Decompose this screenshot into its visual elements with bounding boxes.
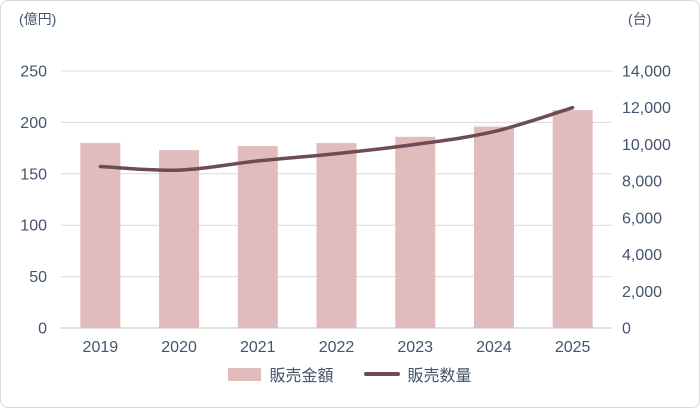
left-axis-tick-label: 100: [20, 218, 47, 235]
legend-item-sales-amount: 販売金額: [228, 362, 334, 386]
right-axis-tick-label: 2,000: [622, 284, 662, 301]
left-axis-tick-label: 250: [20, 64, 47, 81]
right-axis-tick-label: 14,000: [622, 64, 671, 81]
legend-label-sales-amount: 販売金額: [269, 368, 334, 385]
x-axis-label: 2020: [161, 339, 197, 356]
right-axis-tick-label: 10,000: [622, 137, 671, 154]
x-axis-label: 2023: [397, 339, 433, 356]
right-axis-tick-label: 12,000: [622, 100, 671, 117]
right-axis-tick-label: 0: [622, 321, 631, 338]
bar-2022: [316, 142, 357, 328]
x-axis-label: 2024: [476, 339, 512, 356]
bar-series-swatch: [228, 367, 262, 381]
left-axis-tick-label: 0: [38, 321, 47, 338]
legend-label-sales-quantity: 販売数量: [407, 368, 472, 385]
sales-quantity-line: [98, 105, 575, 172]
x-axis-label: 2025: [555, 339, 591, 356]
left-axis-tick-label: 200: [20, 115, 47, 132]
left-axis-unit-label: (億円): [19, 11, 57, 27]
bar-2020: [159, 150, 200, 328]
x-axis-label: 2021: [240, 339, 276, 356]
right-axis-tick-label: 6,000: [622, 210, 662, 227]
right-axis-unit-label: (台): [628, 11, 652, 27]
bar-2019: [80, 142, 121, 328]
bar-2021: [237, 146, 278, 328]
right-axis-tick-label: 8,000: [622, 174, 662, 191]
left-axis-tick-label: 150: [20, 166, 47, 183]
legend: 販売金額 販売数量: [1, 361, 699, 387]
x-axis-label: 2022: [319, 339, 355, 356]
right-axis-tick-label: 4,000: [622, 247, 662, 264]
legend-item-sales-quantity: 販売数量: [363, 362, 472, 386]
x-axis-label: 2019: [83, 339, 119, 356]
left-axis-tick-label: 50: [29, 269, 47, 286]
bar-2023: [395, 136, 436, 328]
line-series-swatch: [363, 372, 400, 376]
bar-2024: [473, 126, 514, 329]
bar-2025: [552, 110, 593, 329]
